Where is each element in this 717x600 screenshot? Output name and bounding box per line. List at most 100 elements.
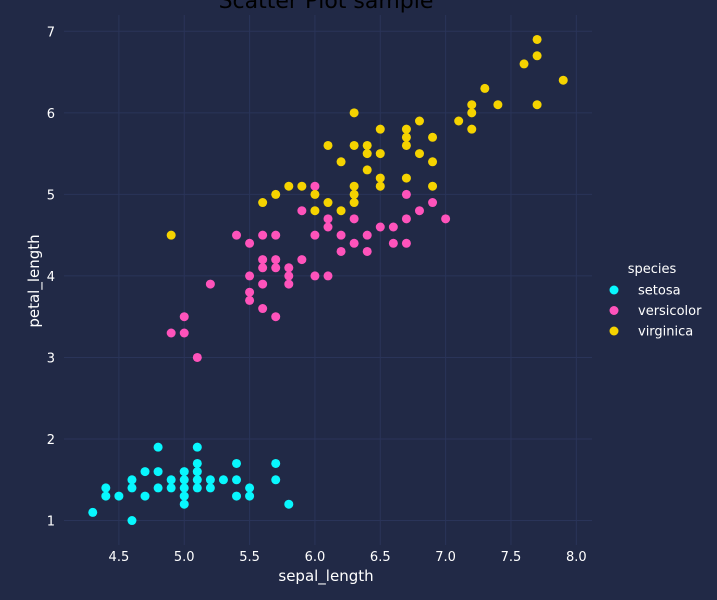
legend-marker-setosa [609,285,619,295]
versicolor-point [441,214,451,224]
x-tick-label: 7.0 [435,550,456,565]
versicolor-point [401,189,411,199]
setosa-point [88,507,98,517]
virginica-point [467,100,477,110]
setosa-point [127,483,137,493]
virginica-point [323,198,333,208]
setosa-point [179,467,189,477]
virginica-point [428,132,438,142]
versicolor-point [310,181,320,191]
virginica-point [467,124,477,134]
x-tick-labels: 4.5 5.0 5.5 6.0 6.5 7.0 7.5 8.0 [109,550,587,565]
legend-label-virginica: virginica [638,325,693,340]
virginica-point [375,181,385,191]
legend-marker-versicolor [609,306,619,315]
setosa-point [166,475,176,485]
versicolor-point [362,246,372,256]
setosa-point [179,499,189,509]
series-virginica [166,34,568,240]
versicolor-point [336,246,346,256]
versicolor-point [271,230,281,240]
virginica-point [532,51,542,61]
series-setosa [88,442,294,526]
versicolor-point [401,238,411,248]
setosa-point [205,483,215,493]
versicolor-point [310,271,320,281]
versicolor-point [310,230,320,240]
virginica-point [558,75,568,85]
setosa-point [271,475,281,485]
y-tick-label: 7 [47,25,55,40]
virginica-point [349,108,359,118]
setosa-point [218,475,228,485]
versicolor-point [179,328,189,338]
y-axis-label: petal_length [25,234,44,327]
versicolor-point [271,263,281,273]
setosa-point [179,483,189,493]
versicolor-point [271,255,281,265]
versicolor-point [388,238,398,248]
setosa-point [114,491,124,501]
setosa-point [192,442,202,452]
virginica-point [297,181,307,191]
setosa-point [232,491,242,501]
versicolor-point [284,271,294,281]
legend-label-versicolor: versicolor [638,304,702,319]
x-axis-label: sepal_length [278,567,373,586]
versicolor-point [258,255,268,265]
virginica-point [375,124,385,134]
setosa-point [179,475,189,485]
grid [64,15,592,545]
setosa-point [245,491,255,501]
versicolor-point [284,263,294,273]
legend: species setosa versicolor virginica [609,262,702,340]
x-tick-label: 8.0 [566,550,587,565]
setosa-point [245,483,255,493]
virginica-point [428,181,438,191]
setosa-point [166,483,176,493]
versicolor-point [297,206,307,216]
versicolor-point [414,206,424,216]
setosa-point [192,475,202,485]
x-tick-label: 7.5 [501,550,522,565]
y-tick-label: 6 [47,107,55,122]
virginica-point [532,100,542,110]
versicolor-point [284,279,294,289]
setosa-point [232,458,242,468]
virginica-point [349,198,359,208]
versicolor-point [323,214,333,224]
y-tick-label: 1 [47,515,55,530]
legend-marker-virginica [609,326,619,336]
y-tick-label: 3 [47,351,55,366]
versicolor-point [388,222,398,232]
versicolor-point [401,214,411,224]
virginica-point [428,157,438,167]
setosa-point [192,467,202,477]
versicolor-point [349,214,359,224]
virginica-point [166,230,176,240]
virginica-point [362,140,372,150]
virginica-point [284,181,294,191]
virginica-point [493,100,503,110]
versicolor-point [336,230,346,240]
setosa-point [271,458,281,468]
legend-label-setosa: setosa [638,284,681,299]
setosa-point [127,475,137,485]
virginica-point [401,140,411,150]
virginica-point [349,140,359,150]
setosa-point [284,499,294,509]
setosa-point [192,458,202,468]
setosa-point [192,483,202,493]
virginica-point [310,189,320,199]
virginica-point [480,83,490,93]
virginica-point [336,157,346,167]
setosa-point [127,516,137,526]
y-tick-labels: 1 2 3 4 5 6 7 [47,25,55,529]
versicolor-point [297,255,307,265]
chart-title: Scatter Plot sample [219,0,434,14]
versicolor-point [323,271,333,281]
virginica-point [454,116,464,126]
versicolor-point [166,328,176,338]
